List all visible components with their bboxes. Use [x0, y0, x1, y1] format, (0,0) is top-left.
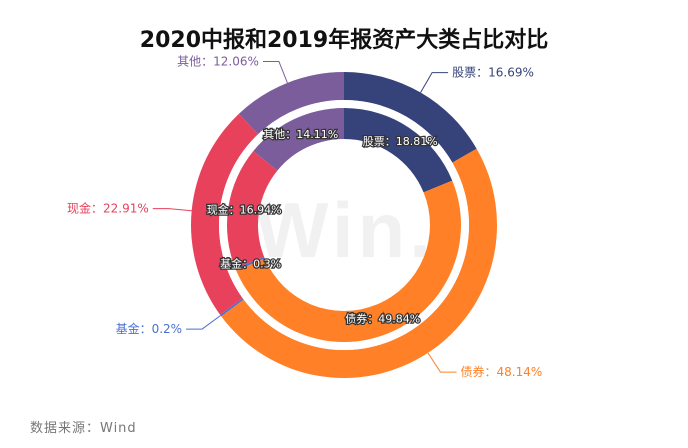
inner-label-cash: 现金：16.94% — [207, 203, 282, 217]
inner-label-other: 其他：14.11% — [263, 128, 338, 141]
inner-label-fund: 基金：0.3% — [220, 256, 281, 270]
outer-slice-stock — [344, 72, 477, 163]
inner-slice-stock — [344, 108, 453, 193]
outer-leader-bond — [427, 352, 457, 373]
outer-slice-other — [238, 72, 344, 135]
outer-leader-stock — [420, 72, 449, 93]
outer-slice-bond — [221, 148, 497, 378]
outer-label-cash: 现金：22.91% — [67, 201, 149, 216]
inner-slice-bond — [236, 180, 462, 343]
outer-slice-cash — [191, 113, 259, 315]
inner-slice-fund — [235, 256, 265, 271]
outer-label-fund: 基金：0.2% — [116, 321, 183, 336]
ring-separator — [219, 100, 469, 350]
outer-leader-cash — [152, 208, 192, 212]
chart-title: 2020中报和2019年报资产大类占比对比 — [139, 28, 549, 53]
outer-label-stock: 股票：16.69% — [452, 66, 534, 80]
outer-leader-other — [262, 60, 288, 84]
outer-leader-fund — [186, 315, 221, 330]
inner-label-bond: 债券：49.84% — [345, 311, 420, 325]
inner-slice-other — [253, 108, 344, 171]
outer-label-bond: 债券：48.14% — [461, 364, 543, 379]
outer-label-other: 其他：12.06% — [177, 54, 259, 68]
inner-slice-cash — [227, 151, 278, 269]
inner-label-stock: 股票：18.81% — [363, 135, 438, 148]
outer-slice-fund — [220, 298, 244, 317]
data-source: 数据来源：Wind — [30, 421, 137, 436]
